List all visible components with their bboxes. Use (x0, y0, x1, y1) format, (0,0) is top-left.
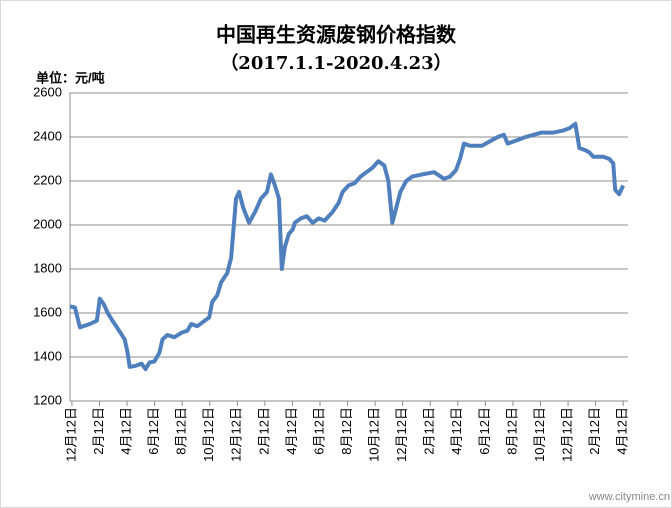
y-tick-label: 2200 (33, 172, 62, 187)
x-tick-label: 4月12日 (118, 407, 133, 455)
chart-subtitle: （2017.1.1-2020.4.23） (220, 53, 451, 74)
x-tick-label: 2月12日 (587, 407, 602, 455)
x-tick-label: 12月12日 (63, 407, 78, 462)
watermark: www.citymine.cn (588, 491, 670, 503)
y-tick-label: 2600 (33, 84, 62, 99)
x-tick-label: 6月12日 (311, 407, 326, 455)
x-tick-label: 4月12日 (615, 407, 630, 455)
x-tick-label: 8月12日 (174, 407, 189, 455)
y-tick-label: 1600 (33, 304, 62, 319)
y-tick-label: 1200 (33, 392, 62, 407)
x-tick-label: 10月12日 (201, 407, 216, 462)
y-tick-label: 1400 (33, 348, 62, 363)
x-tick-label: 8月12日 (504, 407, 519, 455)
x-tick-label: 4月12日 (449, 407, 464, 455)
y-tick-label: 2000 (33, 216, 62, 231)
x-tick-label: 4月12日 (284, 407, 299, 455)
x-tick-label: 8月12日 (339, 407, 354, 455)
x-tick-label: 6月12日 (477, 407, 492, 455)
x-tick-label: 2月12日 (422, 407, 437, 455)
x-tick-label: 12月12日 (559, 407, 574, 462)
x-tick-label: 12月12日 (394, 407, 409, 462)
chart-title: 中国再生资源废钢价格指数 (216, 23, 457, 47)
y-tick-label: 1800 (33, 260, 62, 275)
price-line (69, 121, 626, 372)
x-tick-label: 6月12日 (146, 407, 161, 455)
y-tick-label: 2400 (33, 128, 62, 143)
x-tick-label: 10月12日 (532, 407, 547, 462)
x-tick-label: 2月12日 (91, 407, 106, 455)
y-unit: 单位：元/吨 (36, 70, 105, 85)
x-tick-label: 10月12日 (367, 407, 382, 462)
x-tick-label: 12月12日 (229, 407, 244, 462)
x-tick-label: 2月12日 (256, 407, 271, 455)
